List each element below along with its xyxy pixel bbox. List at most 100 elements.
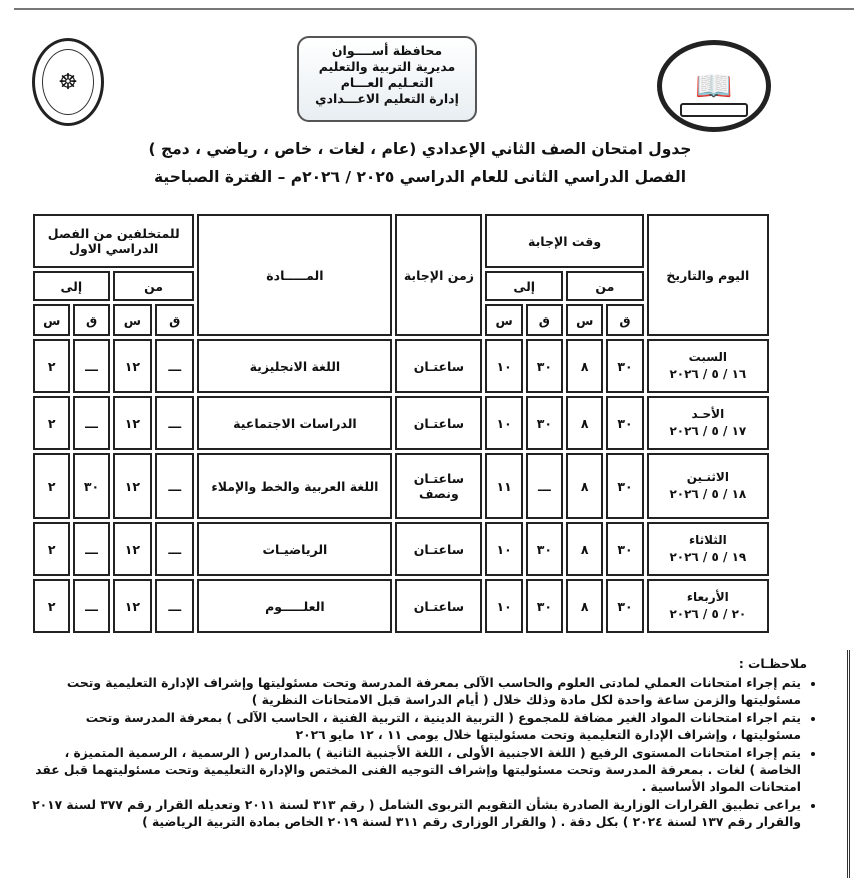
directorate-logo: 📖 (657, 40, 771, 132)
table-row: الأحـد ١٧ / ٥ / ٢٠٢٦ ٣٠ ٨ ٣٠ ١٠ ساعتـان الدراسا… (33, 396, 769, 450)
to-q-cell: ـــ (525, 453, 564, 519)
day-name: الأحـد (691, 407, 725, 421)
logo-banner (680, 103, 748, 117)
exam-schedule-table: اليوم والتاريخ وقت الإجابة زمن الإجابة ا… (30, 211, 772, 636)
subject-cell: الرياضيـات (197, 522, 393, 576)
exam-date: ١٦ / ٥ / ٢٠٢٦ (669, 367, 747, 381)
note-item: يتم إجراء امتحانات المستوى الرفيع ( اللغ… (32, 745, 801, 796)
late-to-q-cell: ـــ (73, 522, 110, 576)
page-subtitle: الفصل الدراسي الثانى للعام الدراسي ٢٠٢٥ … (153, 168, 687, 186)
note-item: يتم اجراء امتحانات المواد الغير مضافة لل… (32, 710, 801, 744)
day-date-cell: الأحـد ١٧ / ٥ / ٢٠٢٦ (646, 396, 769, 450)
notes-list: يتم إجراء امتحانات العملي لمادتى العلوم … (32, 675, 827, 831)
day-date-cell: الأربعاء ٢٠ / ٥ / ٢٠٢٦ (646, 579, 769, 633)
header-line: مديرية التربية والتعليم (318, 59, 456, 74)
header-late-from: من (112, 271, 195, 301)
table-row: السبت ١٦ / ٥ / ٢٠٢٦ ٣٠ ٨ ٣٠ ١٠ ساعتـان اللغة ال… (33, 339, 769, 393)
to-s-cell: ١٠ (485, 579, 523, 633)
header-to: إلى (485, 271, 564, 301)
to-s-cell: ١٠ (485, 339, 523, 393)
from-s-cell: ٨ (566, 453, 604, 519)
to-s-cell: ١٠ (485, 522, 523, 576)
to-s-cell: ١٠ (485, 396, 523, 450)
page-title: جدول امتحان الصف الثاني الإعدادي (عام ، … (148, 140, 692, 158)
to-q-cell: ٣٠ (525, 339, 564, 393)
late-to-q-cell: ـــ (73, 579, 110, 633)
exam-date: ٢٠ / ٥ / ٢٠٢٦ (669, 607, 747, 621)
day-date-cell: الثلاثاء ١٩ / ٥ / ٢٠٢٦ (646, 522, 769, 576)
notes-section: ملاحظـات : يتم إجراء امتحانات العملي لما… (32, 656, 827, 832)
header-answer-time: وقت الإجابة (485, 214, 644, 268)
from-s-cell: ٨ (566, 396, 604, 450)
late-from-s-cell: ١٢ (112, 522, 153, 576)
header-from: من (566, 271, 644, 301)
late-to-s-cell: ٢ (33, 396, 71, 450)
header-late-to: إلى (33, 271, 110, 301)
late-from-s-cell: ١٢ (112, 453, 153, 519)
to-q-cell: ٣٠ (525, 396, 564, 450)
subject-cell: اللغة الانجليزية (197, 339, 393, 393)
header-late: للمتخلفين من الفصل الدراسي الاول (33, 214, 195, 268)
late-to-s-cell: ٢ (33, 339, 71, 393)
header-box: محافظة أســــوان مديرية التربية والتعليم… (297, 36, 477, 122)
late-to-q-cell: ٣٠ (73, 453, 110, 519)
header-minute: ق (606, 304, 644, 336)
late-from-q-cell: ـــ (155, 339, 195, 393)
late-to-s-cell: ٢ (33, 579, 71, 633)
from-s-cell: ٨ (566, 339, 604, 393)
late-from-q-cell: ـــ (155, 579, 195, 633)
header-hour: س (566, 304, 604, 336)
from-q-cell: ٣٠ (606, 522, 644, 576)
late-from-q-cell: ـــ (155, 522, 195, 576)
late-from-s-cell: ١٢ (112, 579, 153, 633)
subject-cell: اللغة العربية والخط والإملاء (197, 453, 393, 519)
exam-date: ١٨ / ٥ / ٢٠٢٦ (669, 487, 747, 501)
note-item: يراعى تطبيق القرارات الوزارية الصادرة بش… (32, 797, 801, 831)
table-row: الثلاثاء ١٩ / ٥ / ٢٠٢٦ ٣٠ ٨ ٣٠ ١٠ ساعتـان الريا… (33, 522, 769, 576)
late-from-q-cell: ـــ (155, 453, 195, 519)
subject-cell: العلـــــوم (197, 579, 393, 633)
day-date-cell: الاثنـين ١٨ / ٥ / ٢٠٢٦ (646, 453, 769, 519)
duration-cell: ساعتـان (395, 522, 483, 576)
to-s-cell: ١١ (485, 453, 523, 519)
day-name: الأربعاء (686, 590, 729, 604)
day-name: الثلاثاء (688, 533, 727, 547)
to-q-cell: ٣٠ (525, 579, 564, 633)
exam-date: ١٧ / ٥ / ٢٠٢٦ (669, 424, 747, 438)
governorate-seal-logo: ☸ (32, 38, 104, 126)
subject-cell: الدراسات الاجتماعية (197, 396, 393, 450)
table-row: الاثنـين ١٨ / ٥ / ٢٠٢٦ ٣٠ ٨ ـــ ١١ ساعتـان ونص… (33, 453, 769, 519)
note-item: يتم إجراء امتحانات العملي لمادتى العلوم … (32, 675, 801, 709)
header-hour: س (485, 304, 523, 336)
header-duration: زمن الإجابة (395, 214, 483, 336)
header-minute: ق (525, 304, 564, 336)
eagle-icon: ☸ (42, 49, 94, 115)
from-q-cell: ٣٠ (606, 339, 644, 393)
header-subject: المـــــادة (197, 214, 393, 336)
from-s-cell: ٨ (566, 579, 604, 633)
day-date-cell: السبت ١٦ / ٥ / ٢٠٢٦ (646, 339, 769, 393)
page-border (14, 8, 854, 10)
late-to-s-cell: ٢ (33, 522, 71, 576)
to-q-cell: ٣٠ (525, 522, 564, 576)
header-hour: س (33, 304, 71, 336)
header-line: التعـليم العـــام (340, 75, 434, 90)
late-from-s-cell: ١٢ (112, 339, 153, 393)
header-minute: ق (73, 304, 110, 336)
header-day-date: اليوم والتاريخ (646, 214, 769, 336)
header-minute: ق (155, 304, 195, 336)
page-border (847, 650, 850, 878)
late-to-q-cell: ـــ (73, 396, 110, 450)
notes-title: ملاحظـات : (738, 657, 807, 671)
duration-cell: ساعتـان (395, 396, 483, 450)
duration-cell: ساعتـان ونصف (395, 453, 483, 519)
duration-cell: ساعتـان (395, 579, 483, 633)
header-line: إدارة التعليم الاعـــدادي (315, 91, 459, 106)
table-row: الأربعاء ٢٠ / ٥ / ٢٠٢٦ ٣٠ ٨ ٣٠ ١٠ ساعتـان العلـ… (33, 579, 769, 633)
late-to-q-cell: ـــ (73, 339, 110, 393)
from-q-cell: ٣٠ (606, 396, 644, 450)
header-line: محافظة أســــوان (331, 43, 443, 58)
from-q-cell: ٣٠ (606, 579, 644, 633)
duration-cell: ساعتـان (395, 339, 483, 393)
from-q-cell: ٣٠ (606, 453, 644, 519)
